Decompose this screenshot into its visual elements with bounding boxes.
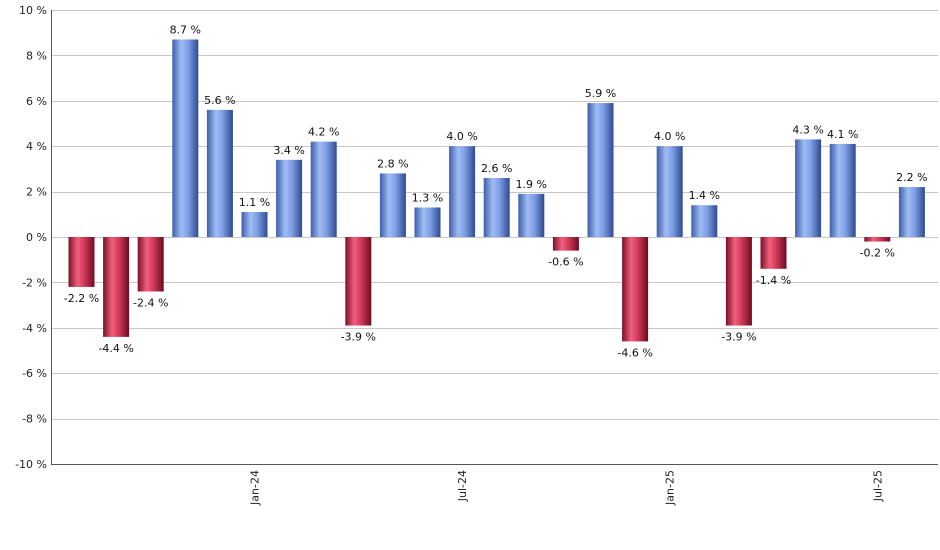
y-tick-label: 8 %	[26, 49, 47, 62]
bar	[656, 146, 683, 237]
bar	[829, 143, 856, 237]
bar-value-label: 5.9 %	[585, 87, 616, 100]
bar	[795, 139, 822, 237]
bar-value-label: -4.6 %	[617, 346, 652, 359]
bar-value-label: 3.4 %	[273, 144, 304, 157]
bar	[172, 39, 199, 238]
bar-value-label: 4.3 %	[792, 123, 823, 136]
y-tick-label: -2 %	[22, 276, 47, 289]
bar-value-label: 4.0 %	[654, 130, 685, 143]
bar	[379, 173, 406, 237]
bar	[691, 205, 718, 237]
x-tick-label: Jan-24	[249, 470, 262, 506]
bars	[68, 39, 925, 342]
bar	[68, 237, 95, 287]
bar-value-label: -2.2 %	[64, 292, 99, 305]
x-tick-label: Jul-24	[456, 470, 469, 502]
bar-value-label: -3.9 %	[721, 331, 756, 344]
bar	[414, 207, 441, 237]
y-tick-label: 4 %	[26, 140, 47, 153]
bar-value-label: 4.2 %	[308, 126, 339, 139]
bar	[552, 237, 579, 251]
bar	[760, 237, 787, 269]
bar	[276, 159, 303, 237]
bar	[483, 177, 510, 237]
bar-value-label: -0.6 %	[548, 256, 583, 269]
y-tick-label: 2 %	[26, 186, 47, 199]
bar-value-label: 8.7 %	[170, 24, 201, 37]
bar	[725, 237, 752, 326]
bar-value-label: 5.6 %	[204, 94, 235, 107]
bar-value-label: 1.3 %	[412, 191, 443, 204]
bar-value-label: 2.6 %	[481, 162, 512, 175]
bar	[103, 237, 130, 337]
bar	[137, 237, 164, 292]
bar	[206, 109, 233, 237]
bar-value-label: 1.9 %	[516, 178, 547, 191]
y-tick-label: -6 %	[22, 367, 47, 380]
bar-value-label: -0.2 %	[860, 247, 895, 260]
bar	[898, 187, 925, 237]
y-tick-label: 0 %	[26, 231, 47, 244]
bar	[310, 141, 337, 237]
bar-value-label: 1.1 %	[239, 196, 270, 209]
bar	[864, 237, 891, 242]
bar-value-label: 2.8 %	[377, 157, 408, 170]
bar	[518, 193, 545, 237]
bar-value-label: -1.4 %	[756, 274, 791, 287]
y-tick-label: -8 %	[22, 413, 47, 426]
y-tick-label: 6 %	[26, 95, 47, 108]
bar	[241, 212, 268, 237]
bar-value-label: -2.4 %	[133, 296, 168, 309]
bar-value-label: 4.1 %	[827, 128, 858, 141]
bar-value-label: 4.0 %	[446, 130, 477, 143]
axes	[51, 10, 938, 465]
bar	[622, 237, 649, 342]
y-tick-label: 10 %	[19, 4, 47, 17]
bar-value-label: 1.4 %	[689, 189, 720, 202]
bar	[587, 103, 614, 237]
x-tick-label: Jul-25	[871, 470, 884, 502]
bar-value-label: -4.4 %	[98, 342, 133, 355]
bar	[345, 237, 372, 326]
x-tick-label: Jan-25	[664, 470, 677, 506]
y-axis-tick-labels: 10 % 8 % 6 % 4 % 2 % 0 % -2 % -4 % -6 % -8 % -10 %	[15, 4, 47, 471]
bar	[449, 146, 476, 237]
bar-value-label: 2.2 %	[896, 171, 927, 184]
bar-value-label: -3.9 %	[341, 331, 376, 344]
bar-value-labels: -2.2 % -4.4 % -2.4 % 8.7 % 5.6 % 1.1 % 3.4 % 4.…	[64, 24, 928, 360]
y-tick-label: -4 %	[22, 322, 47, 335]
x-axis-tick-labels: Jan-24 Jul-24 Jan-25 Jul-25	[249, 470, 885, 506]
y-tick-label: -10 %	[15, 458, 47, 471]
